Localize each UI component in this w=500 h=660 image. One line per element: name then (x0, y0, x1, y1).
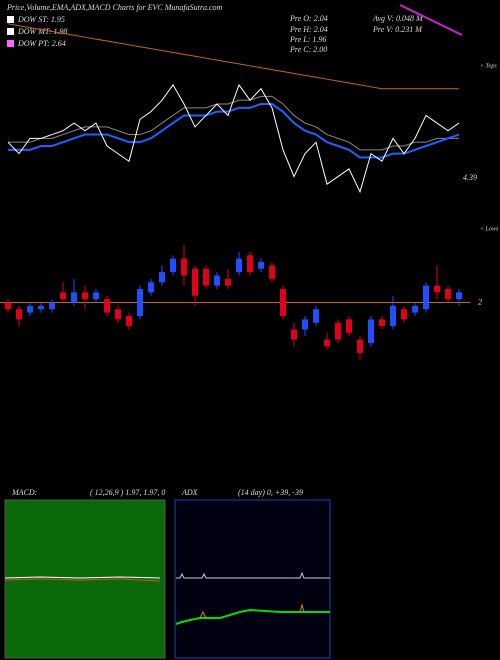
candle-body (225, 278, 231, 286)
candle-body (93, 292, 99, 300)
adx-params: (14 day) 0, +39, -39 (238, 488, 303, 497)
overlay-line (8, 95, 459, 151)
macd-params: ( 12,26,9 ) 1.97, 1.97, 0 (90, 488, 165, 497)
candle-body (390, 305, 396, 327)
candle-body (159, 272, 165, 283)
candle-body (445, 289, 451, 300)
candle-body (236, 258, 242, 273)
y-tick-label: 2 (478, 297, 482, 306)
candle-body (60, 292, 66, 300)
candle-body (82, 292, 88, 300)
overlay-label: 4.39 (463, 173, 477, 182)
adx-line (176, 571, 330, 579)
candle-body (368, 319, 374, 343)
trend-line (399, 4, 463, 36)
candle-body (115, 309, 121, 320)
candle-body (247, 255, 253, 273)
candle-body (170, 258, 176, 273)
macd-label: MACD: (11, 488, 38, 497)
minus-di-line (199, 603, 305, 619)
candle-body (269, 265, 275, 279)
signal-line (4, 578, 161, 582)
candle-body (280, 289, 286, 316)
candle-body (324, 339, 330, 347)
candle-body (126, 316, 132, 327)
adx-panel (174, 499, 331, 659)
legend-label: DOW PT: 2.64 (17, 39, 66, 48)
info: Pre O: 2.04 (289, 14, 328, 23)
candle-body (49, 302, 55, 310)
overlay-line (8, 103, 460, 159)
candle-body (38, 305, 44, 310)
candle-body (203, 268, 209, 286)
candle-body (357, 339, 363, 354)
adx-label: ADX (181, 488, 199, 497)
legend-swatch (7, 16, 14, 23)
candle-body (27, 305, 33, 313)
info: Pre V: 0.231 M (372, 25, 423, 34)
candle-body (192, 268, 198, 296)
close-line (7, 83, 460, 194)
legend-label: DOW ST: 1.95 (17, 15, 65, 24)
candle-body (434, 285, 440, 293)
legend-label: DOW MT: 1.98 (17, 27, 68, 36)
candle-body (104, 299, 110, 313)
chart-title: Price,Volume,EMA,ADX,MACD Charts for EVC… (6, 3, 223, 12)
info: Avg V: 0.048 M (372, 14, 424, 23)
candle-body (379, 319, 385, 327)
overlay-line (7, 23, 459, 90)
candle-body (5, 302, 11, 310)
candle-body (71, 292, 77, 303)
candle-body (401, 309, 407, 320)
lows-label: < Lows (480, 226, 499, 232)
candle-body (456, 292, 462, 300)
candle-body (214, 275, 220, 286)
info: Pre L: 1.96 (289, 35, 326, 44)
candle-body (302, 319, 308, 330)
candle-body (291, 329, 297, 340)
candle-body (313, 309, 319, 323)
candle-body (412, 305, 418, 313)
candle-body (258, 262, 264, 269)
info: Pre C: 2.00 (289, 45, 327, 54)
candle-body (148, 282, 154, 293)
candle-body (16, 309, 22, 320)
legend-swatch (7, 28, 14, 35)
candle-body (423, 285, 429, 310)
candle-body (181, 258, 187, 276)
candle-body (346, 319, 352, 333)
legend-swatch (7, 40, 14, 47)
candle-body (335, 322, 341, 340)
macd-line (4, 576, 161, 579)
info: Pre H: 2.04 (289, 25, 328, 34)
tops-label: < Tops (480, 63, 497, 69)
candle-body (137, 289, 143, 316)
plus-di-line (175, 608, 330, 625)
